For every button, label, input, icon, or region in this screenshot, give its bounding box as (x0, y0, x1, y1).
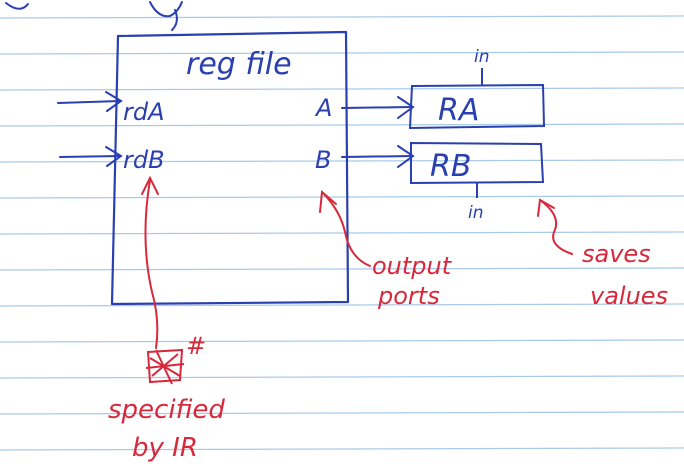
scribbled-out-word (145, 348, 185, 385)
ruled-lines (0, 15, 684, 451)
annotation-ports: ports (377, 282, 440, 310)
reg-file-title: reg file (186, 47, 292, 82)
annotation-output: output (372, 252, 453, 280)
register-ra-in-label: in (474, 47, 490, 67)
port-label-a: A (314, 94, 332, 122)
output-arrow-a (341, 96, 415, 119)
annotation-saves: saves (582, 240, 651, 268)
rdb-pointer (141, 175, 159, 349)
register-ra-box (408, 83, 546, 130)
annotation-by-ir: by IR (132, 433, 198, 463)
saves-values-pointer (537, 198, 573, 255)
port-label-rdb: rdB (123, 146, 165, 174)
annotation-values: values (590, 282, 668, 310)
register-rb-in-label: in (468, 203, 484, 223)
top-scribble (5, 1, 183, 31)
register-rb-label: RB (430, 149, 471, 184)
input-arrow-rdb (59, 146, 123, 167)
reg-file-box (110, 30, 350, 306)
port-label-rda: rdA (123, 98, 165, 126)
register-rb-box (410, 141, 545, 185)
annotation-specified: specified (108, 395, 225, 425)
port-label-b: B (315, 146, 331, 174)
register-ra-label: RA (438, 93, 479, 128)
annotation-number-sign: # (186, 332, 206, 360)
output-ports-pointer (319, 189, 371, 267)
output-arrow-b (341, 145, 415, 168)
input-arrow-rda (57, 91, 123, 112)
